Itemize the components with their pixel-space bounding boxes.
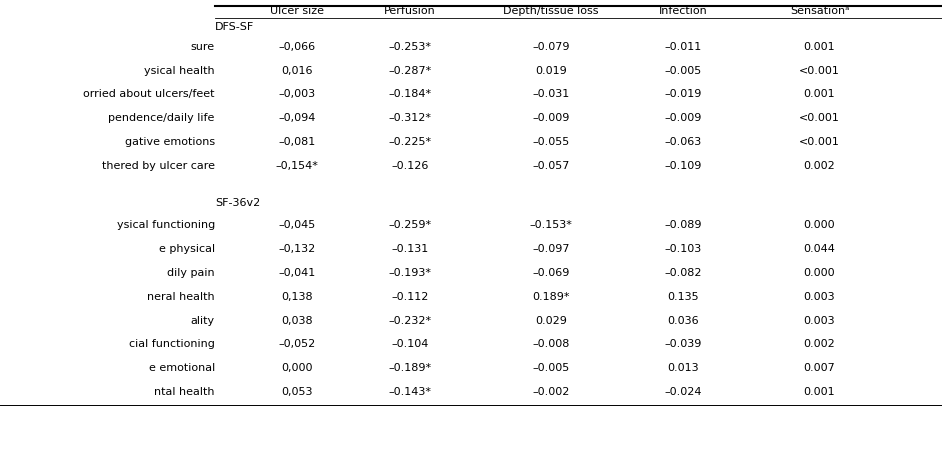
Text: 0,016: 0,016 (281, 66, 313, 76)
Text: –0.109: –0.109 (664, 161, 702, 171)
Text: –0,081: –0,081 (278, 137, 316, 147)
Text: 0,000: 0,000 (281, 363, 313, 373)
Text: Sensationᵃ: Sensationᵃ (789, 7, 850, 17)
Text: 0.002: 0.002 (804, 161, 836, 171)
Text: –0,066: –0,066 (278, 41, 316, 51)
Text: –0.103: –0.103 (664, 244, 702, 254)
Text: ysical health: ysical health (144, 66, 215, 76)
Text: –0.193*: –0.193* (388, 268, 431, 278)
Text: –0.069: –0.069 (532, 268, 570, 278)
Text: pendence/daily life: pendence/daily life (108, 113, 215, 123)
Text: ntal health: ntal health (154, 387, 215, 397)
Text: 0.001: 0.001 (804, 89, 836, 99)
Text: –0.039: –0.039 (664, 339, 702, 349)
Text: –0,045: –0,045 (278, 220, 316, 230)
Text: e physical: e physical (158, 244, 215, 254)
Text: 0,138: 0,138 (281, 292, 313, 302)
Text: –0.002: –0.002 (532, 387, 570, 397)
Text: –0.082: –0.082 (664, 268, 702, 278)
Text: –0.189*: –0.189* (388, 363, 431, 373)
Text: Depth/tissue loss: Depth/tissue loss (503, 7, 599, 17)
Text: 0.044: 0.044 (804, 244, 836, 254)
Text: –0.005: –0.005 (532, 363, 570, 373)
Text: ality: ality (190, 316, 215, 326)
Text: –0.063: –0.063 (664, 137, 702, 147)
Text: –0.011: –0.011 (664, 41, 702, 51)
Text: –0.112: –0.112 (391, 292, 429, 302)
Text: 0.019: 0.019 (535, 66, 567, 76)
Text: Infection: Infection (658, 7, 707, 17)
Text: –0.259*: –0.259* (388, 220, 431, 230)
Text: e emotional: e emotional (149, 363, 215, 373)
Text: –0.057: –0.057 (532, 161, 570, 171)
Text: –0.079: –0.079 (532, 41, 570, 51)
Text: –0.089: –0.089 (664, 220, 702, 230)
Text: thered by ulcer care: thered by ulcer care (102, 161, 215, 171)
Text: –0.312*: –0.312* (388, 113, 431, 123)
Text: –0.184*: –0.184* (388, 89, 431, 99)
Text: –0.126: –0.126 (391, 161, 429, 171)
Text: –0,003: –0,003 (278, 89, 316, 99)
Text: 0.013: 0.013 (667, 363, 699, 373)
Text: 0.135: 0.135 (667, 292, 699, 302)
Text: –0.232*: –0.232* (388, 316, 431, 326)
Text: 0.001: 0.001 (804, 387, 836, 397)
Text: 0.003: 0.003 (804, 316, 836, 326)
Text: 0.189*: 0.189* (532, 292, 570, 302)
Text: ysical functioning: ysical functioning (117, 220, 215, 230)
Text: 0,038: 0,038 (281, 316, 313, 326)
Text: 0.007: 0.007 (804, 363, 836, 373)
Text: –0.009: –0.009 (532, 113, 570, 123)
Text: –0.005: –0.005 (664, 66, 702, 76)
Text: –0,154*: –0,154* (275, 161, 318, 171)
Text: –0.019: –0.019 (664, 89, 702, 99)
Text: DFS-SF: DFS-SF (215, 22, 254, 32)
Text: –0.008: –0.008 (532, 339, 570, 349)
Text: Perfusion: Perfusion (384, 7, 435, 17)
Text: 0.036: 0.036 (667, 316, 699, 326)
Text: 0.000: 0.000 (804, 268, 836, 278)
Text: –0.024: –0.024 (664, 387, 702, 397)
Text: dily pain: dily pain (167, 268, 215, 278)
Text: orried about ulcers/feet: orried about ulcers/feet (83, 89, 215, 99)
Text: –0.055: –0.055 (532, 137, 570, 147)
Text: 0,053: 0,053 (281, 387, 313, 397)
Text: neral health: neral health (147, 292, 215, 302)
Text: –0.097: –0.097 (532, 244, 570, 254)
Text: gative emotions: gative emotions (124, 137, 215, 147)
Text: –0,132: –0,132 (278, 244, 316, 254)
Text: 0.002: 0.002 (804, 339, 836, 349)
Text: –0.253*: –0.253* (388, 41, 431, 51)
Text: cial functioning: cial functioning (129, 339, 215, 349)
Text: –0,041: –0,041 (278, 268, 316, 278)
Text: sure: sure (190, 41, 215, 51)
Text: 0.029: 0.029 (535, 316, 567, 326)
Text: –0.009: –0.009 (664, 113, 702, 123)
Text: 0.000: 0.000 (804, 220, 836, 230)
Text: 0.001: 0.001 (804, 41, 836, 51)
Text: <0.001: <0.001 (799, 137, 840, 147)
Text: <0.001: <0.001 (799, 66, 840, 76)
Text: –0.287*: –0.287* (388, 66, 431, 76)
Text: –0,094: –0,094 (278, 113, 316, 123)
Text: –0.131: –0.131 (391, 244, 429, 254)
Text: –0.153*: –0.153* (529, 220, 573, 230)
Text: 0.003: 0.003 (804, 292, 836, 302)
Text: SF-36v2: SF-36v2 (215, 198, 260, 208)
Text: –0.143*: –0.143* (388, 387, 431, 397)
Text: <0.001: <0.001 (799, 113, 840, 123)
Text: –0,052: –0,052 (278, 339, 316, 349)
Text: –0.225*: –0.225* (388, 137, 431, 147)
Text: –0.031: –0.031 (532, 89, 570, 99)
Text: –0.104: –0.104 (391, 339, 429, 349)
Text: Ulcer size: Ulcer size (269, 7, 324, 17)
